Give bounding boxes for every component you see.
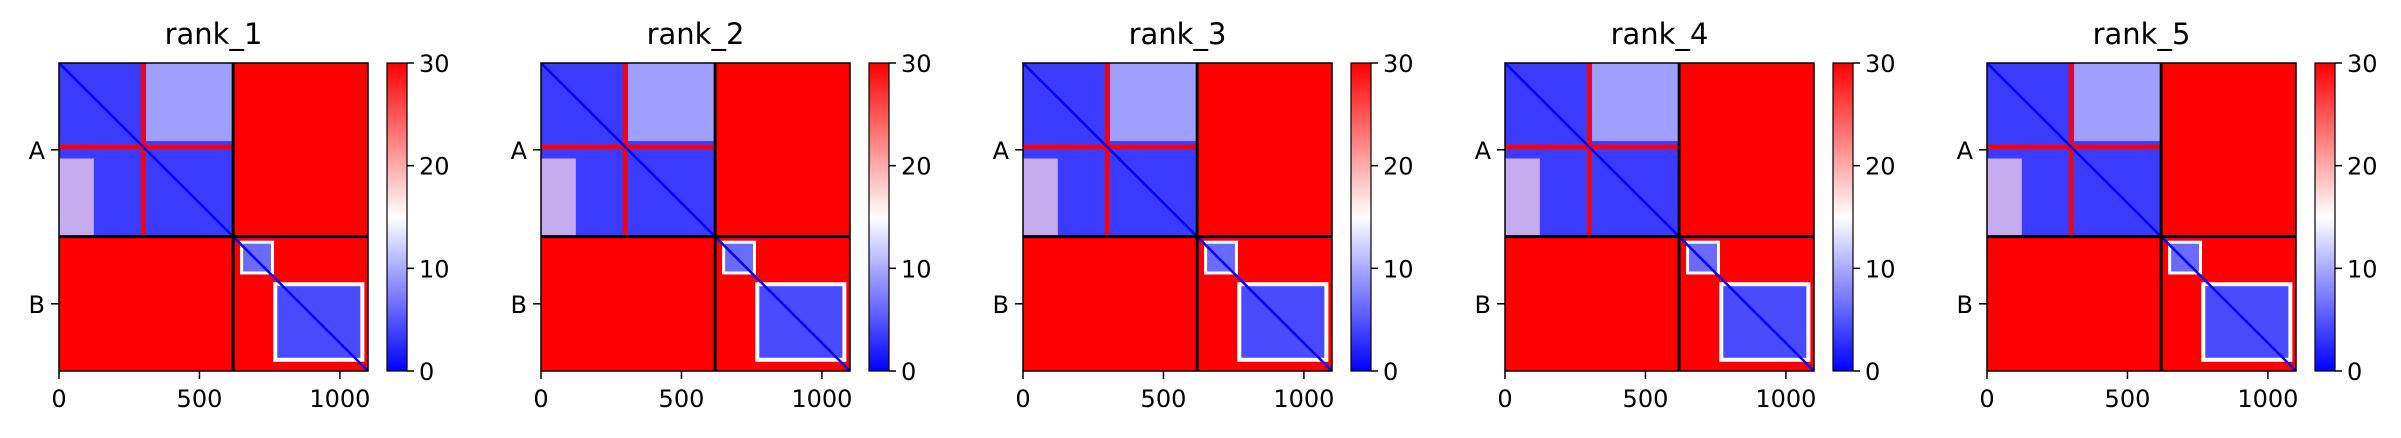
y-tick-label: A bbox=[1957, 137, 1974, 165]
heatmap-block-chain-b-1 bbox=[722, 240, 756, 275]
heatmap-stripe-vertical bbox=[2069, 63, 2074, 237]
heatmap-block-chain-b-1 bbox=[1204, 240, 1238, 275]
colorbar-tick-label: 30 bbox=[1383, 50, 1414, 78]
y-tick-label: B bbox=[1475, 291, 1491, 319]
colorbar-tick-label: 20 bbox=[419, 153, 450, 181]
x-tick-label: 500 bbox=[659, 385, 705, 413]
axes-frame bbox=[1504, 62, 1815, 372]
heatmap-diagonal bbox=[58, 62, 369, 372]
y-tick-label: B bbox=[29, 291, 45, 319]
heatmap-block-chain-a-light bbox=[1110, 63, 1198, 142]
x-tick-label: 500 bbox=[1141, 385, 1187, 413]
pae-panel: rank_3 0 500 1000 A B 0 10 20 30 bbox=[993, 17, 1414, 413]
heatmap-stripe-horizontal bbox=[541, 144, 716, 150]
colorbar bbox=[1350, 62, 1372, 372]
heatmap-block-chain-b-1 bbox=[240, 240, 274, 275]
panel-title: rank_4 bbox=[1611, 17, 1709, 51]
colorbar-tick-label: 30 bbox=[419, 50, 450, 78]
colorbar-tick-label: 10 bbox=[419, 255, 450, 283]
heatmap-block-chain-b-1 bbox=[2168, 240, 2202, 275]
heatmap-stripe-horizontal bbox=[1023, 144, 1198, 150]
pae-panel: rank_2 0 500 1000 A B 0 10 20 30 bbox=[511, 17, 932, 413]
x-tick-label: 1000 bbox=[1755, 385, 1816, 413]
colorbar bbox=[868, 62, 890, 372]
axes-frame bbox=[540, 62, 851, 372]
panel-title: rank_2 bbox=[647, 17, 745, 51]
panel-title: rank_5 bbox=[2093, 17, 2191, 51]
colorbar bbox=[2314, 62, 2336, 372]
colorbar-tick-label: 20 bbox=[1383, 153, 1414, 181]
colorbar-tick-label: 30 bbox=[1865, 50, 1896, 78]
x-tick-label: 0 bbox=[51, 385, 66, 413]
colorbar-tick-label: 0 bbox=[419, 358, 434, 386]
heatmap-stripe-vertical bbox=[1105, 63, 1110, 237]
colorbar-tick-label: 30 bbox=[2347, 50, 2378, 78]
heatmap-block-chain-b-2 bbox=[2201, 282, 2293, 362]
pae-panel: rank_4 0 500 1000 A B 0 10 20 30 bbox=[1475, 17, 1896, 413]
heatmap-block-chain-a-light bbox=[2074, 63, 2162, 142]
x-tick-label: 0 bbox=[1497, 385, 1512, 413]
heatmap-stripe-horizontal bbox=[1987, 144, 2162, 150]
pae-panel: rank_5 0 500 1000 A B 0 10 20 30 bbox=[1957, 17, 2378, 413]
heatmap-diagonal bbox=[1022, 62, 1333, 372]
colorbar-tick-label: 0 bbox=[2347, 358, 2362, 386]
colorbar-tick-label: 20 bbox=[2347, 153, 2378, 181]
colorbar-tick-label: 0 bbox=[901, 358, 916, 386]
heatmap-stripe-horizontal bbox=[59, 144, 234, 150]
x-tick-label: 0 bbox=[533, 385, 548, 413]
axes-frame bbox=[58, 62, 369, 372]
heatmap-block-chain-a-light bbox=[1592, 63, 1680, 142]
y-tick-label: A bbox=[993, 137, 1010, 165]
x-tick-label: 0 bbox=[1979, 385, 1994, 413]
heatmap-block-chain-a-light bbox=[628, 63, 716, 142]
colorbar-tick-label: 20 bbox=[1865, 153, 1896, 181]
y-tick-label: A bbox=[511, 137, 528, 165]
y-tick-label: B bbox=[511, 291, 527, 319]
colorbar-tick-label: 20 bbox=[901, 153, 932, 181]
heatmap-block-chain-a-light bbox=[146, 63, 234, 142]
y-tick-label: B bbox=[993, 291, 1009, 319]
heatmap-stripe-vertical bbox=[623, 63, 628, 237]
panel-title: rank_1 bbox=[165, 17, 263, 51]
x-tick-label: 500 bbox=[2105, 385, 2151, 413]
heatmap-diagonal bbox=[1504, 62, 1815, 372]
x-tick-label: 0 bbox=[1015, 385, 1030, 413]
x-tick-label: 1000 bbox=[1273, 385, 1334, 413]
y-tick-label: B bbox=[1957, 291, 1973, 319]
colorbar-tick-label: 10 bbox=[1383, 255, 1414, 283]
heatmap-block-chain-b-1 bbox=[1686, 240, 1720, 275]
x-tick-label: 1000 bbox=[309, 385, 370, 413]
colorbar bbox=[1832, 62, 1854, 372]
panel-title: rank_3 bbox=[1129, 17, 1227, 51]
colorbar bbox=[386, 62, 408, 372]
heatmap-block-chain-a-pale bbox=[541, 158, 576, 237]
colorbar-tick-label: 10 bbox=[2347, 255, 2378, 283]
heatmap-block-chain-a-pale bbox=[1505, 158, 1540, 237]
axes-frame bbox=[1022, 62, 1333, 372]
heatmap-block-chain-a-pale bbox=[1987, 158, 2022, 237]
heatmap-block-chain-a-pale bbox=[59, 158, 94, 237]
y-tick-label: A bbox=[29, 137, 46, 165]
x-tick-label: 500 bbox=[1623, 385, 1669, 413]
x-tick-label: 1000 bbox=[2237, 385, 2298, 413]
heatmap-stripe-vertical bbox=[1587, 63, 1592, 237]
pae-panel: rank_1 0 500 1000 A B 0 10 20 30 bbox=[29, 17, 450, 413]
colorbar-tick-label: 0 bbox=[1383, 358, 1398, 386]
y-tick-label: A bbox=[1475, 137, 1492, 165]
x-tick-label: 500 bbox=[177, 385, 223, 413]
heatmap-diagonal bbox=[540, 62, 851, 372]
axes-frame bbox=[1986, 62, 2297, 372]
colorbar-tick-label: 0 bbox=[1865, 358, 1880, 386]
heatmap-stripe-vertical bbox=[141, 63, 146, 237]
colorbar-tick-label: 30 bbox=[901, 50, 932, 78]
heatmap-diagonal bbox=[1986, 62, 2297, 372]
colorbar-tick-label: 10 bbox=[1865, 255, 1896, 283]
colorbar-tick-label: 10 bbox=[901, 255, 932, 283]
x-tick-label: 1000 bbox=[791, 385, 852, 413]
heatmap-block-chain-a-pale bbox=[1023, 158, 1058, 237]
heatmap-stripe-horizontal bbox=[1505, 144, 1680, 150]
